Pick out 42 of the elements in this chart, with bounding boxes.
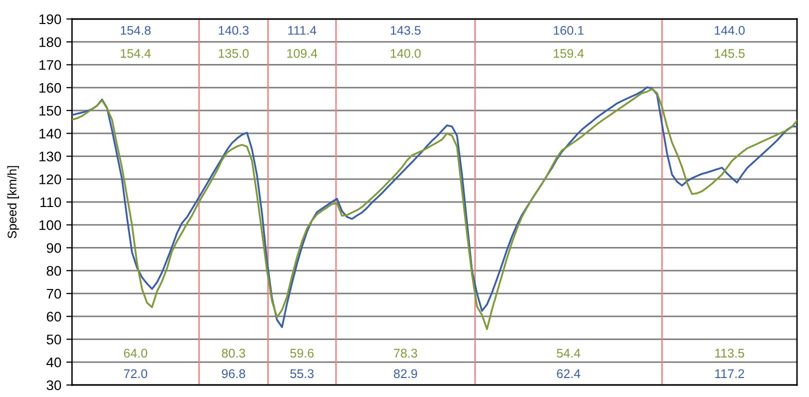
annotation: 62.4 [556,369,580,378]
y-tick-label: 110 [40,197,62,208]
annotation: 140.0 [390,49,421,58]
annotation: 113.5 [715,348,744,358]
annotation: 78.3 [394,348,418,358]
annotation: 111.4 [288,26,316,35]
y-tick-label: 130 [39,152,62,162]
annotation: 145.5 [714,49,745,58]
y-tick-label: 120 [39,174,62,184]
annotation: 135.0 [218,49,249,58]
annotation: 140.3 [218,26,249,35]
annotation: 54.4 [556,348,580,358]
y-tick-label: 140 [39,128,62,139]
annotation: 82.9 [394,369,418,378]
annotation: 154.8 [120,26,151,35]
y-tick-label: 50 [46,334,62,344]
annotation: 144.0 [714,26,745,35]
annotation: 154.4 [120,49,151,58]
annotation: 96.8 [222,369,246,378]
annotation: 72.0 [124,369,148,378]
annotation: 117.2 [715,369,744,378]
y-tick-label: 70 [46,288,62,299]
y-tick-label: 180 [39,37,62,48]
annotation: 160.1 [554,26,584,35]
y-tick-label: 30 [46,380,62,390]
annotation: 80.3 [222,348,246,358]
y-tick-label: 80 [46,266,62,276]
annotation: 159.4 [554,49,584,58]
y-tick-label: 100 [39,220,62,230]
annotation: 109.4 [287,49,318,58]
y-tick-label: 170 [39,60,62,70]
y-tick-label: 90 [46,243,62,253]
y-tick-label: 150 [39,106,62,116]
annotation: 64.0 [124,348,148,358]
annotation: 55.3 [290,369,314,378]
y-axis-title: Speed [km/h] [7,166,19,238]
y-tick-label: 190 [39,14,62,24]
annotation: 143.5 [390,26,421,35]
y-tick-label: 160 [39,82,62,93]
annotation: 59.6 [290,348,314,358]
y-tick-label: 40 [46,357,62,368]
y-tick-label: 60 [46,312,62,322]
